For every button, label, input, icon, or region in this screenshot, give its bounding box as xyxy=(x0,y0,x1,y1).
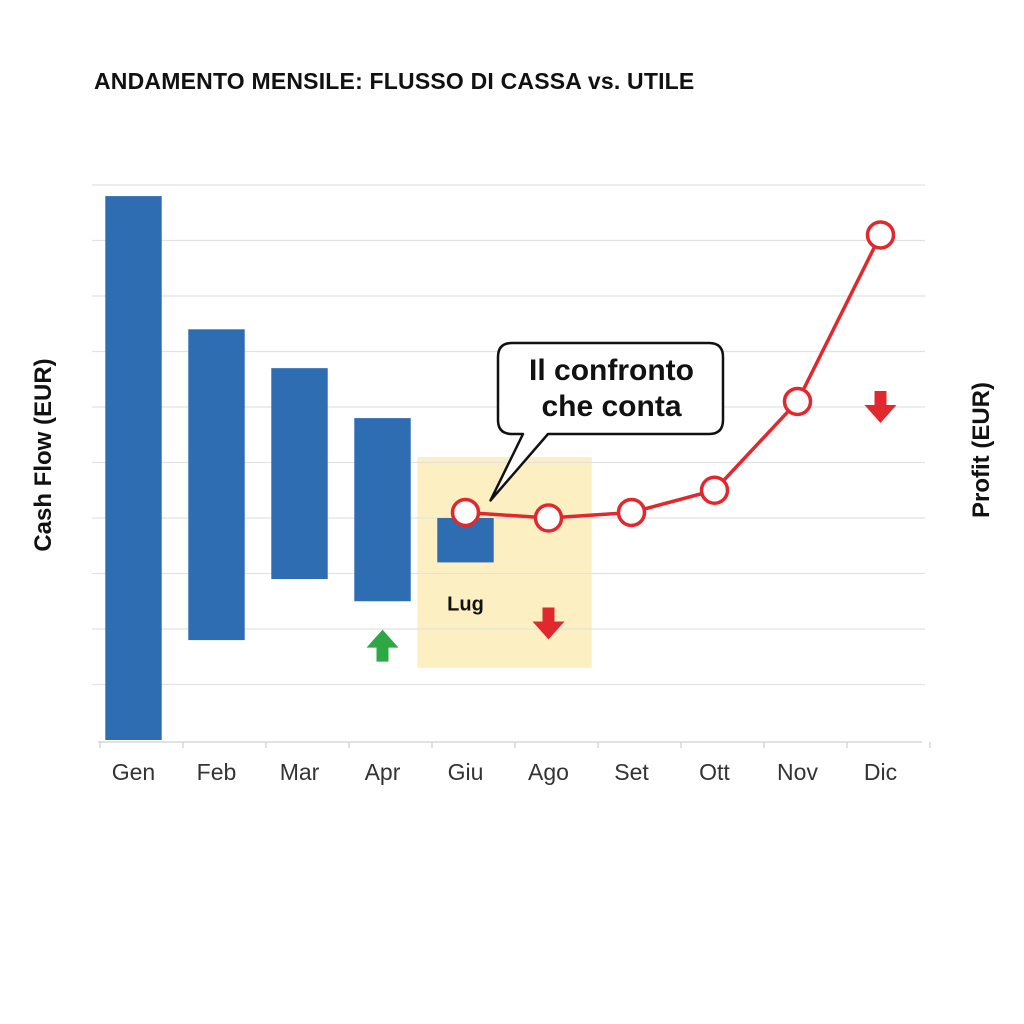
bar xyxy=(354,418,411,602)
profit-point xyxy=(616,497,647,528)
profit-point xyxy=(865,220,896,250)
profit-point xyxy=(450,497,481,528)
callout-text-line: che conta xyxy=(541,390,681,423)
profit-point xyxy=(782,386,813,417)
arrow-down-marker xyxy=(864,391,897,423)
y-axis-left-title: Cash Flow (EUR) xyxy=(30,358,57,551)
y-axis-right-title: Profit (EUR) xyxy=(968,382,995,518)
bar xyxy=(271,368,328,580)
x-axis: Gen Feb Mar Apr Giu Ago Set Ott Nov Dic xyxy=(98,741,931,785)
x-tick-label: Giu xyxy=(448,759,484,785)
bar xyxy=(105,196,162,741)
x-tick-label: Gen xyxy=(112,759,155,785)
line-layer xyxy=(450,220,896,533)
marker-layer xyxy=(366,391,897,662)
profit-point xyxy=(699,475,730,505)
callout-text-line: Il confronto xyxy=(529,354,694,387)
callout-bubble xyxy=(489,341,725,502)
arrow-up-marker xyxy=(366,629,399,662)
x-tick-label: Mar xyxy=(280,759,320,785)
x-tick-label: Ott xyxy=(699,759,730,785)
x-tick-label: Apr xyxy=(365,759,401,785)
x-tick-label: Set xyxy=(614,759,649,785)
x-tick-label: Ago xyxy=(528,759,569,785)
x-tick-label: Feb xyxy=(197,759,237,785)
x-tick-label: Dic xyxy=(864,759,897,785)
arrow-down-marker xyxy=(532,607,565,640)
bar xyxy=(188,329,245,641)
profit-point xyxy=(533,503,564,533)
x-tick-label: Nov xyxy=(777,759,818,785)
bar-label: Lug xyxy=(447,593,484,615)
bar-layer: Lug xyxy=(105,196,494,741)
chart-title: ANDAMENTO MENSILE: FLUSSO DI CASSA vs. U… xyxy=(94,68,695,94)
